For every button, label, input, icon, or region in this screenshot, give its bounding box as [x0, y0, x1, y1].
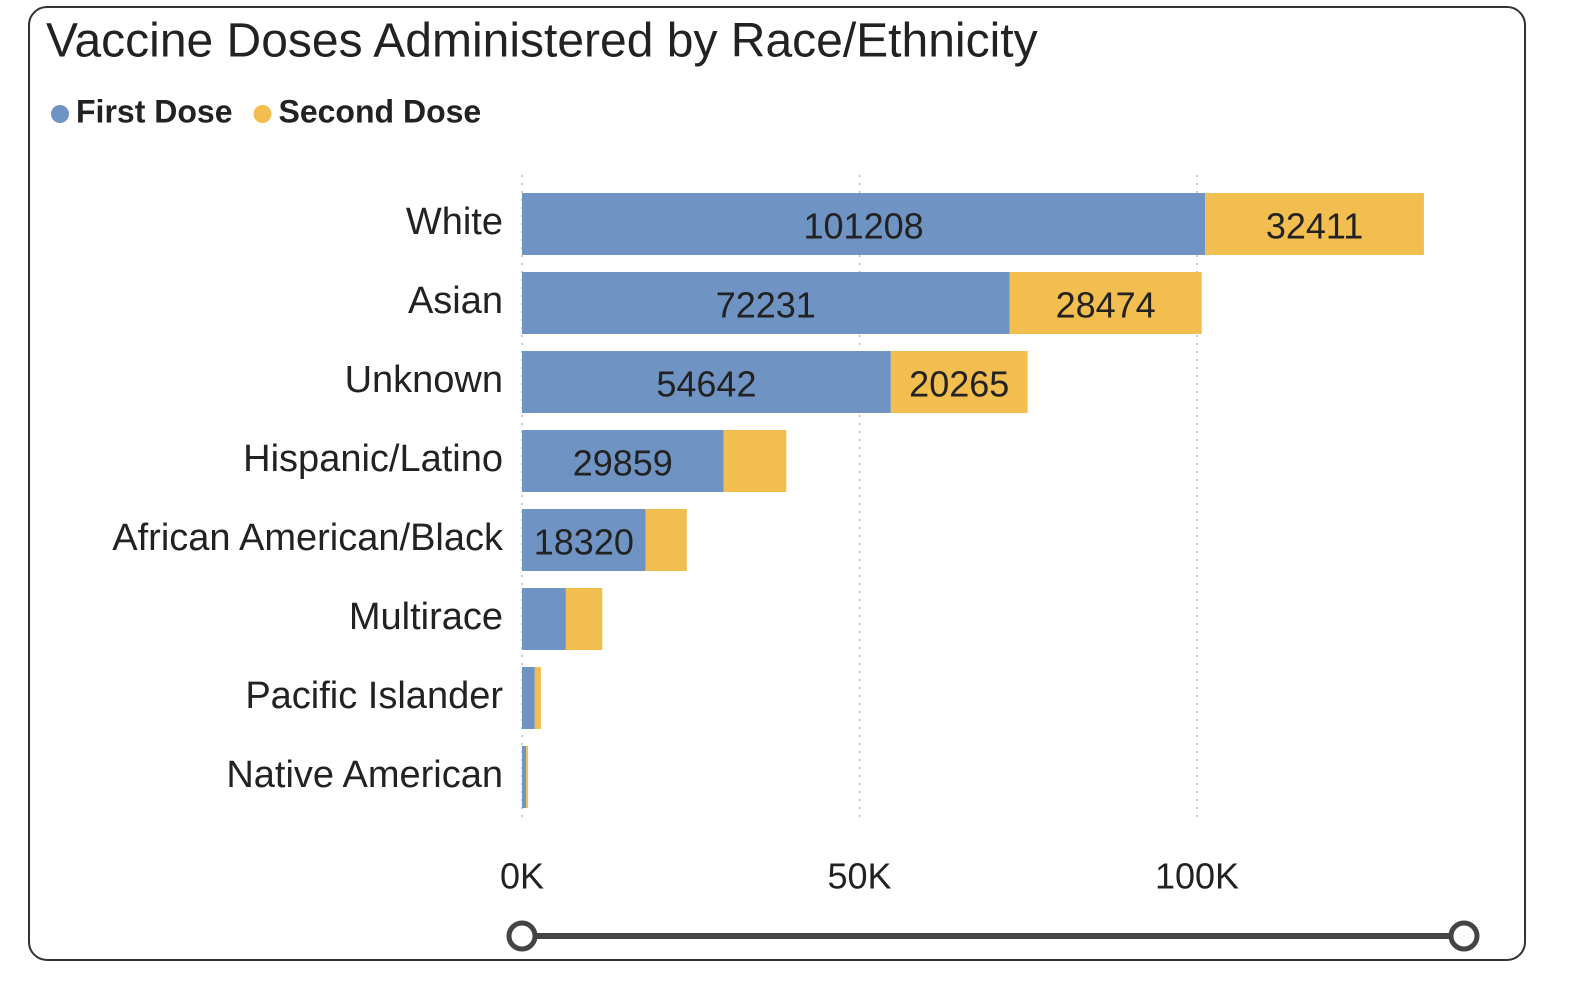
y-tick-label: Multirace — [349, 596, 503, 638]
data-label: 28474 — [1056, 285, 1156, 326]
bar-segment — [526, 746, 529, 808]
y-tick-label: White — [406, 201, 503, 243]
legend-label: Second Dose — [278, 93, 481, 129]
y-tick-label: Asian — [408, 280, 503, 322]
legend-marker — [51, 105, 69, 123]
bar-segment — [645, 509, 687, 571]
data-label: 72231 — [716, 285, 816, 326]
chart-title: Vaccine Doses Administered by Race/Ethni… — [46, 15, 1038, 68]
x-tick-label: 100K — [1155, 856, 1239, 897]
data-label: 32411 — [1266, 206, 1363, 247]
x-tick-label: 50K — [827, 856, 891, 897]
bar-segment — [723, 430, 787, 492]
plot: 0K 50K 100K White 101208 32411 Asian 72231 28474… — [112, 175, 1424, 897]
bar-segment — [522, 509, 646, 571]
data-label: 18320 — [534, 522, 634, 563]
data-label: 20265 — [909, 364, 1009, 405]
bar-segment — [1205, 193, 1424, 255]
bar-segment — [522, 588, 566, 650]
bar-segment — [522, 746, 527, 808]
bar-segment — [890, 351, 1028, 413]
bar-segment — [522, 430, 724, 492]
bar-segment — [522, 272, 1010, 334]
y-tick-label: African American/Black — [112, 517, 504, 559]
legend: First Dose Second Dose — [51, 93, 481, 129]
bar-segment — [565, 588, 603, 650]
bar-segment — [522, 667, 535, 729]
bar-segment — [1009, 272, 1202, 334]
y-tick-label: Native American — [226, 754, 503, 796]
y-tick-label: Unknown — [345, 359, 503, 401]
y-tick-label: Hispanic/Latino — [243, 438, 503, 480]
legend-marker — [253, 105, 272, 123]
data-label: 54642 — [656, 364, 756, 405]
bar-segment — [522, 351, 891, 413]
bar-segment — [534, 667, 541, 729]
slider-handle[interactable] — [1448, 920, 1480, 952]
bar-segment — [522, 193, 1206, 255]
legend-label: First Dose — [76, 93, 232, 129]
data-label: 101208 — [804, 206, 924, 247]
x-tick-label: 0K — [500, 856, 544, 897]
slider-handle[interactable] — [506, 920, 538, 952]
data-label: 29859 — [573, 443, 673, 484]
y-tick-label: Pacific Islander — [245, 675, 503, 717]
